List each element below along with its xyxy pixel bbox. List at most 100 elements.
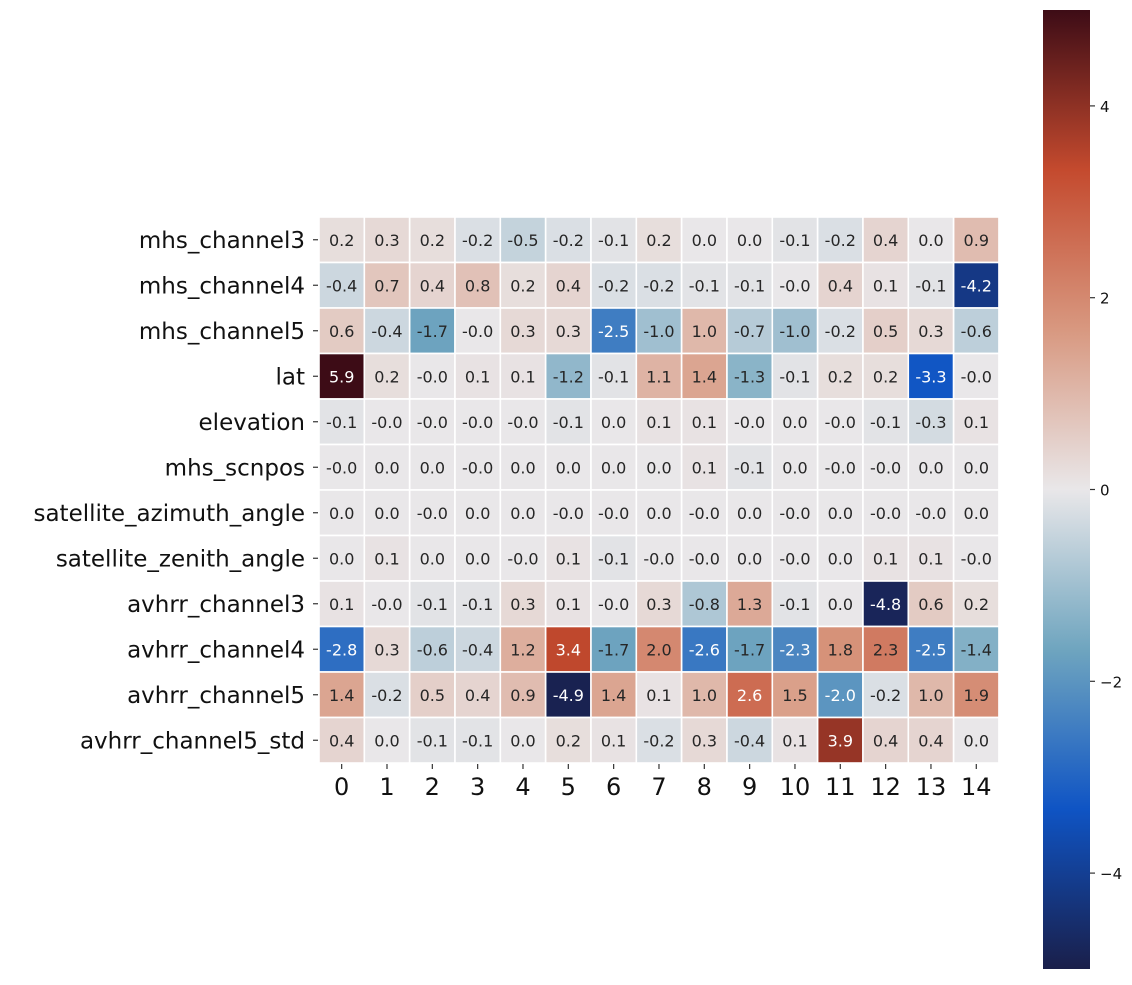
heatmap-cell — [771, 352, 819, 400]
x-tick-label: 9 — [742, 773, 757, 801]
x-tick-label: 7 — [651, 773, 666, 801]
cell-value-label: 0.2 — [964, 595, 989, 614]
cell-value-label: -1.0 — [779, 322, 810, 341]
cell-value-label: -0.0 — [870, 504, 901, 523]
heatmap-cell — [635, 489, 683, 537]
cell-value-label: -0.1 — [598, 367, 629, 386]
x-tick-label: 13 — [916, 773, 947, 801]
heatmap-cell — [544, 398, 592, 446]
cell-value-label: -0.2 — [462, 231, 493, 250]
cell-value-label: 0.0 — [465, 504, 490, 523]
heatmap-cell — [454, 443, 502, 491]
y-tick-label: satellite_azimuth_angle — [33, 501, 305, 527]
cell-value-label: 1.0 — [692, 686, 717, 705]
heatmap-cell — [363, 580, 411, 628]
cell-value-label: -0.0 — [598, 595, 629, 614]
cell-value-label: -1.3 — [734, 367, 765, 386]
cell-value-label: 0.0 — [510, 731, 535, 750]
cell-value-label: 0.3 — [918, 322, 943, 341]
y-tick-label: mhs_scnpos — [165, 455, 305, 481]
x-tick-label: 2 — [425, 773, 440, 801]
cell-value-label: 0.0 — [420, 549, 445, 568]
y-tick-label: avhrr_channel4 — [127, 637, 305, 663]
cell-value-label: -0.4 — [371, 322, 402, 341]
cell-value-label: 1.5 — [782, 686, 807, 705]
cell-value-label: 0.3 — [374, 640, 399, 659]
cell-value-label: -0.0 — [553, 504, 584, 523]
heatmap-cell — [771, 716, 819, 764]
cell-value-label: 0.0 — [329, 549, 354, 568]
cell-value-label: 0.1 — [556, 549, 581, 568]
cell-value-label: -0.0 — [915, 504, 946, 523]
cell-value-label: 0.1 — [873, 276, 898, 295]
x-tick-label: 14 — [961, 773, 992, 801]
heatmap-cell — [726, 671, 774, 719]
x-tick-label: 11 — [825, 773, 856, 801]
cell-value-label: 0.0 — [828, 595, 853, 614]
heatmap-cell — [816, 307, 864, 355]
cell-value-label: 1.4 — [601, 686, 626, 705]
cell-value-label: -0.1 — [326, 413, 357, 432]
cell-value-label: -0.2 — [553, 231, 584, 250]
heatmap-cell — [771, 534, 819, 582]
heatmap-cell — [907, 216, 955, 264]
heatmap-cell — [544, 307, 592, 355]
heatmap-cell — [590, 716, 638, 764]
cell-value-label: 3.9 — [828, 731, 853, 750]
cell-value-label: 0.2 — [646, 231, 671, 250]
heatmap-cell — [544, 352, 592, 400]
heatmap-cell — [907, 489, 955, 537]
x-tick-label: 1 — [379, 773, 394, 801]
heatmap-cell — [952, 261, 1000, 309]
cell-value-label: 0.0 — [646, 458, 671, 477]
cell-value-label: -0.0 — [507, 549, 538, 568]
heatmap-cell — [590, 307, 638, 355]
cell-value-label: 0.3 — [374, 231, 399, 250]
heatmap-cell — [952, 534, 1000, 582]
cell-value-label: -0.1 — [779, 595, 810, 614]
cell-value-label: -4.8 — [870, 595, 901, 614]
cell-value-label: -0.2 — [825, 322, 856, 341]
cell-value-label: -4.2 — [961, 276, 992, 295]
cell-value-label: 0.5 — [420, 686, 445, 705]
cell-value-label: 0.1 — [556, 595, 581, 614]
cell-value-label: 0.0 — [918, 458, 943, 477]
heatmap-cell — [318, 443, 366, 491]
cell-value-label: -0.0 — [689, 549, 720, 568]
cell-value-label: -2.5 — [915, 640, 946, 659]
cell-value-label: -0.0 — [825, 458, 856, 477]
cell-value-label: 0.2 — [510, 276, 535, 295]
cell-value-label: 0.5 — [873, 322, 898, 341]
cell-value-label: 0.2 — [556, 731, 581, 750]
cell-value-label: -0.3 — [915, 413, 946, 432]
cell-value-label: -0.6 — [417, 640, 448, 659]
colorbar-tick-label: 0 — [1100, 482, 1110, 500]
y-tick-label: satellite_zenith_angle — [56, 546, 305, 572]
heatmap-cell — [816, 671, 864, 719]
cell-value-label: -0.0 — [417, 367, 448, 386]
heatmap-cell — [635, 716, 683, 764]
cell-value-label: -0.0 — [779, 504, 810, 523]
cell-value-label: 0.1 — [465, 367, 490, 386]
cell-value-label: 0.9 — [964, 231, 989, 250]
heatmap-cell — [816, 716, 864, 764]
cell-value-label: 0.0 — [510, 504, 535, 523]
cell-value-label: 1.9 — [964, 686, 989, 705]
cell-value-label: 0.0 — [374, 731, 399, 750]
cell-value-label: 0.0 — [964, 731, 989, 750]
cell-value-label: 0.1 — [646, 413, 671, 432]
heatmap-cell — [816, 216, 864, 264]
cell-value-label: 0.0 — [556, 458, 581, 477]
heatmap-cell — [816, 443, 864, 491]
cell-value-label: -0.0 — [598, 504, 629, 523]
cell-value-label: -0.0 — [371, 413, 402, 432]
cell-value-label: -2.6 — [689, 640, 720, 659]
heatmap-cell — [816, 261, 864, 309]
cell-value-label: -0.5 — [507, 231, 538, 250]
cell-value-label: 0.1 — [374, 549, 399, 568]
heatmap-cell — [499, 261, 547, 309]
cell-value-label: -0.0 — [643, 549, 674, 568]
cell-value-label: -0.1 — [553, 413, 584, 432]
